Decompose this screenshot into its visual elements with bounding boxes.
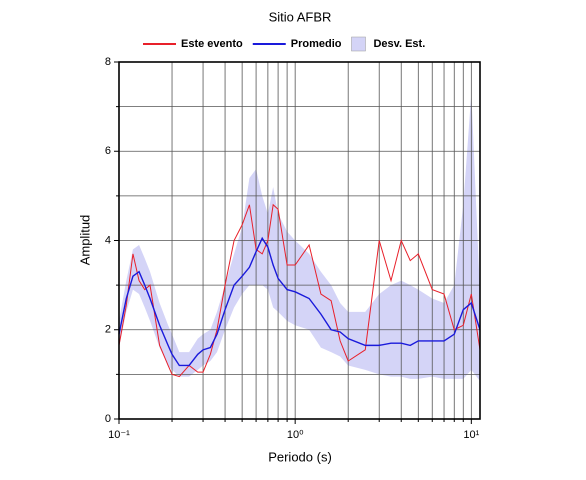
x-tick-label: 10⁰ (287, 429, 304, 441)
x-axis-label: Periodo (s) (268, 449, 332, 464)
legend-label: Desv. Est. (373, 38, 425, 50)
y-tick-label: 6 (105, 145, 111, 157)
y-tick-label: 4 (105, 234, 111, 246)
y-tick-label: 2 (105, 324, 111, 336)
legend-label: Promedio (291, 38, 342, 50)
y-tick-label: 0 (105, 413, 111, 425)
std-band (119, 93, 480, 382)
series-line (118, 236, 481, 367)
legend-swatch (351, 36, 366, 52)
x-tick-label: 10¹ (463, 429, 479, 441)
chart-title: Sitio AFBR (269, 9, 332, 24)
series-line (118, 203, 481, 378)
y-tick-label: 8 (105, 56, 111, 68)
legend-label: Este evento (181, 38, 243, 50)
y-axis-label: Amplitud (77, 215, 92, 266)
x-tick-label: 10⁻¹ (108, 429, 130, 441)
